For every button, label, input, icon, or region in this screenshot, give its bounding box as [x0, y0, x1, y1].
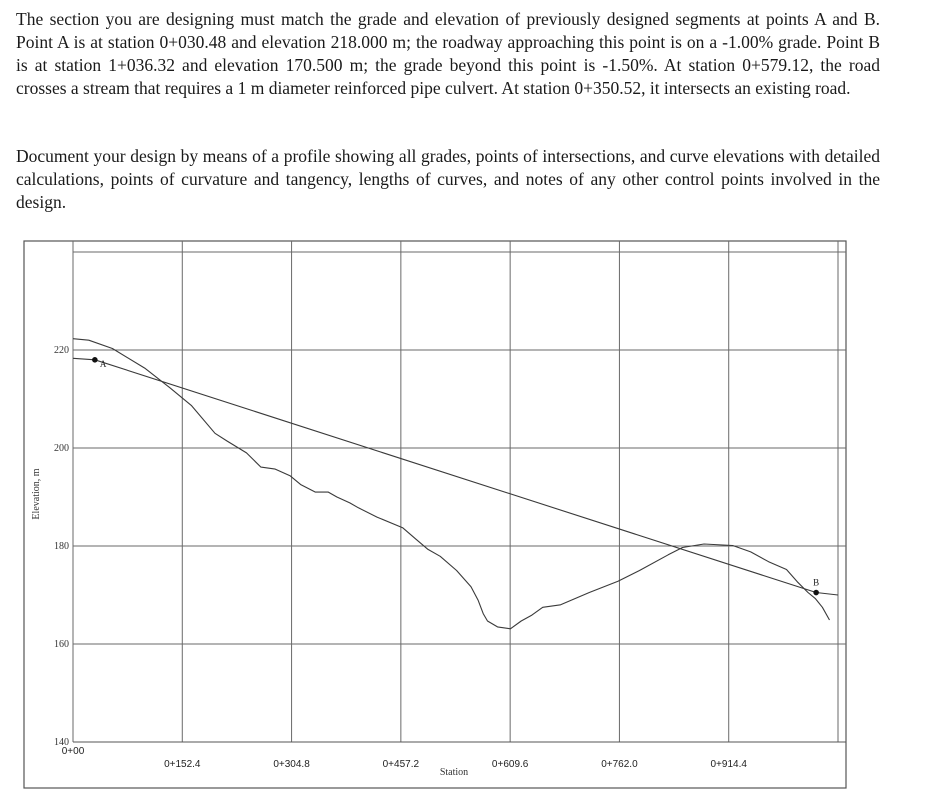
x-tick-label: 0+152.4: [164, 759, 201, 770]
x-tick-label: 0+00: [62, 746, 85, 757]
y-tick-label: 200: [54, 443, 69, 454]
design-instructions-paragraph: Document your design by means of a profi…: [16, 146, 880, 212]
control-point-a-marker: [92, 357, 98, 363]
chart-frame: [23, 240, 847, 789]
control-point-b-label: B: [813, 578, 819, 588]
x-tick-label: 0+762.0: [601, 759, 638, 770]
y-tick-label: 160: [54, 639, 69, 650]
x-tick-label: 0+914.4: [710, 759, 747, 770]
ground-profile-line: [72, 338, 830, 630]
control-point-a-label: A: [100, 359, 107, 369]
x-tick-label: 0+609.6: [492, 759, 529, 770]
x-tick-label: 0+457.2: [383, 759, 420, 770]
control-point-b-marker: [813, 589, 819, 596]
y-axis-title: Elevation, m: [31, 468, 42, 519]
x-tick-label: 0+304.8: [273, 759, 310, 770]
x-axis-title: Station: [440, 767, 468, 778]
problem-statement-paragraph: The section you are designing must match…: [16, 9, 880, 98]
y-tick-label: 180: [54, 541, 69, 552]
y-tick-label: 220: [54, 345, 69, 356]
grade-line: [72, 357, 839, 596]
y-tick-label: 140: [54, 737, 69, 748]
